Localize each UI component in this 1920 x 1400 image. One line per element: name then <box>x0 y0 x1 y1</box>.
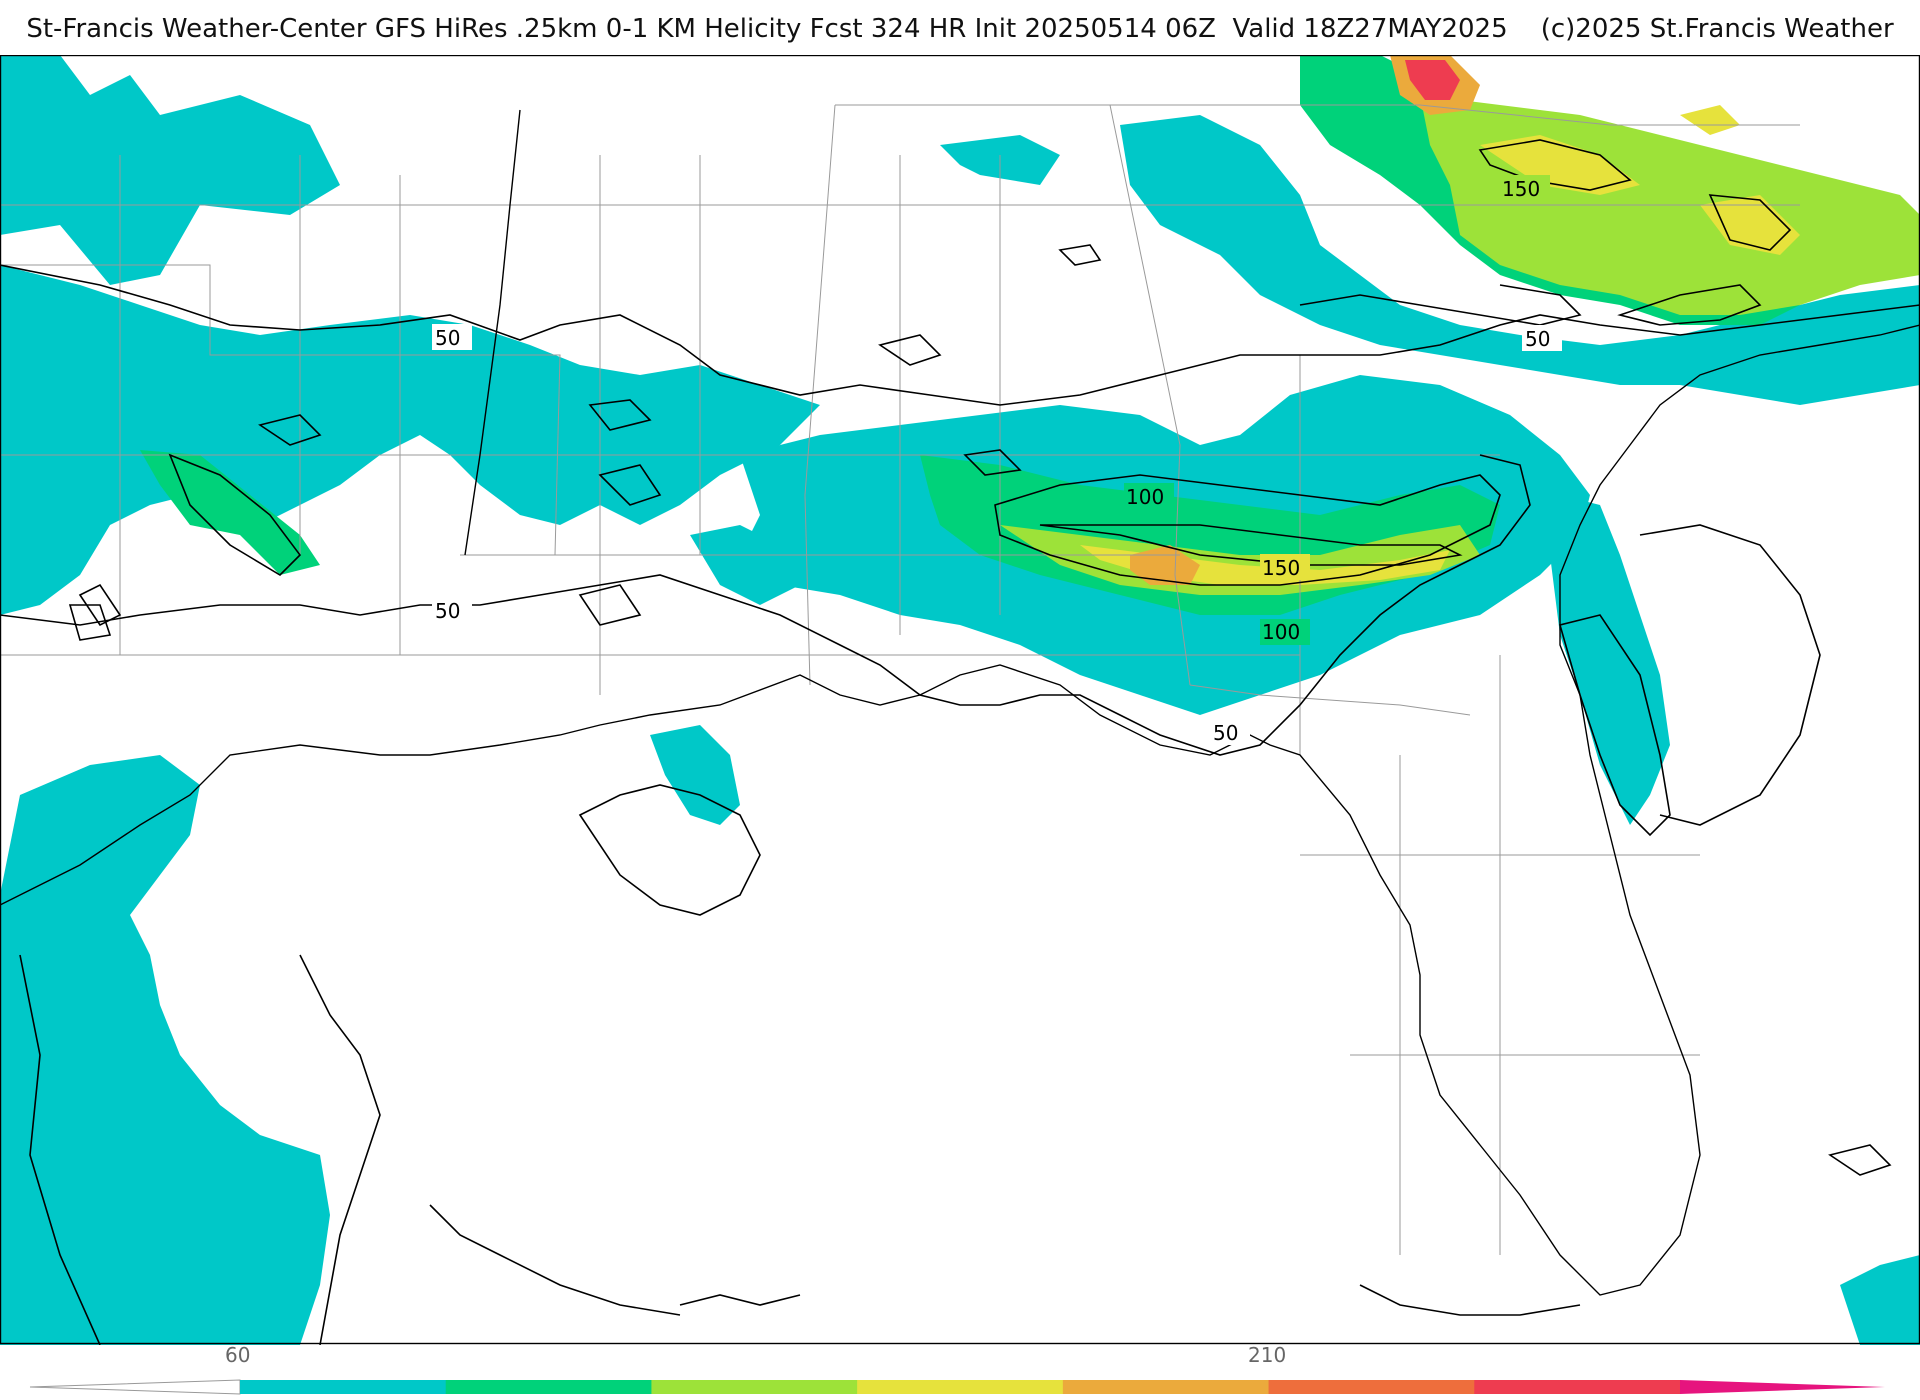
contour-labels: 50 50 50 50 100 150 100 150 <box>432 175 1562 745</box>
colorbar <box>29 1379 1885 1395</box>
contour-label: 100 <box>1126 485 1164 509</box>
map-title: St-Francis Weather-Center GFS HiRes .25k… <box>26 14 1894 44</box>
colorbar-left-arrow <box>29 1379 241 1395</box>
colorbar-segment <box>1062 1380 1270 1394</box>
helicity-map: 50 50 50 50 100 150 100 150 <box>0 55 1920 1345</box>
contour-label: 100 <box>1262 620 1300 644</box>
helicity-contours <box>0 139 1920 1345</box>
colorbar-segment <box>240 1380 447 1394</box>
coastline <box>0 109 1920 1296</box>
colorbar-right-arrow <box>1680 1380 1885 1394</box>
colorbar-tick-label: 60 <box>225 1343 251 1367</box>
colorbar-segment <box>651 1380 858 1394</box>
colorbar-segment <box>1268 1380 1475 1394</box>
contour-label: 50 <box>435 326 460 350</box>
colorbar-segment <box>445 1380 652 1394</box>
colorbar-tick-label: 210 <box>1248 1343 1287 1367</box>
contour-label: 50 <box>1525 327 1550 351</box>
helicity-fill-red <box>1405 60 1460 100</box>
contour-label: 50 <box>435 599 460 623</box>
boundaries <box>0 104 1800 1255</box>
contour-label: 50 <box>1213 721 1238 745</box>
contour-label: 150 <box>1262 556 1300 580</box>
colorbar-segment <box>1474 1380 1681 1394</box>
colorbar-segment <box>857 1380 1064 1394</box>
contour-label: 150 <box>1502 177 1540 201</box>
